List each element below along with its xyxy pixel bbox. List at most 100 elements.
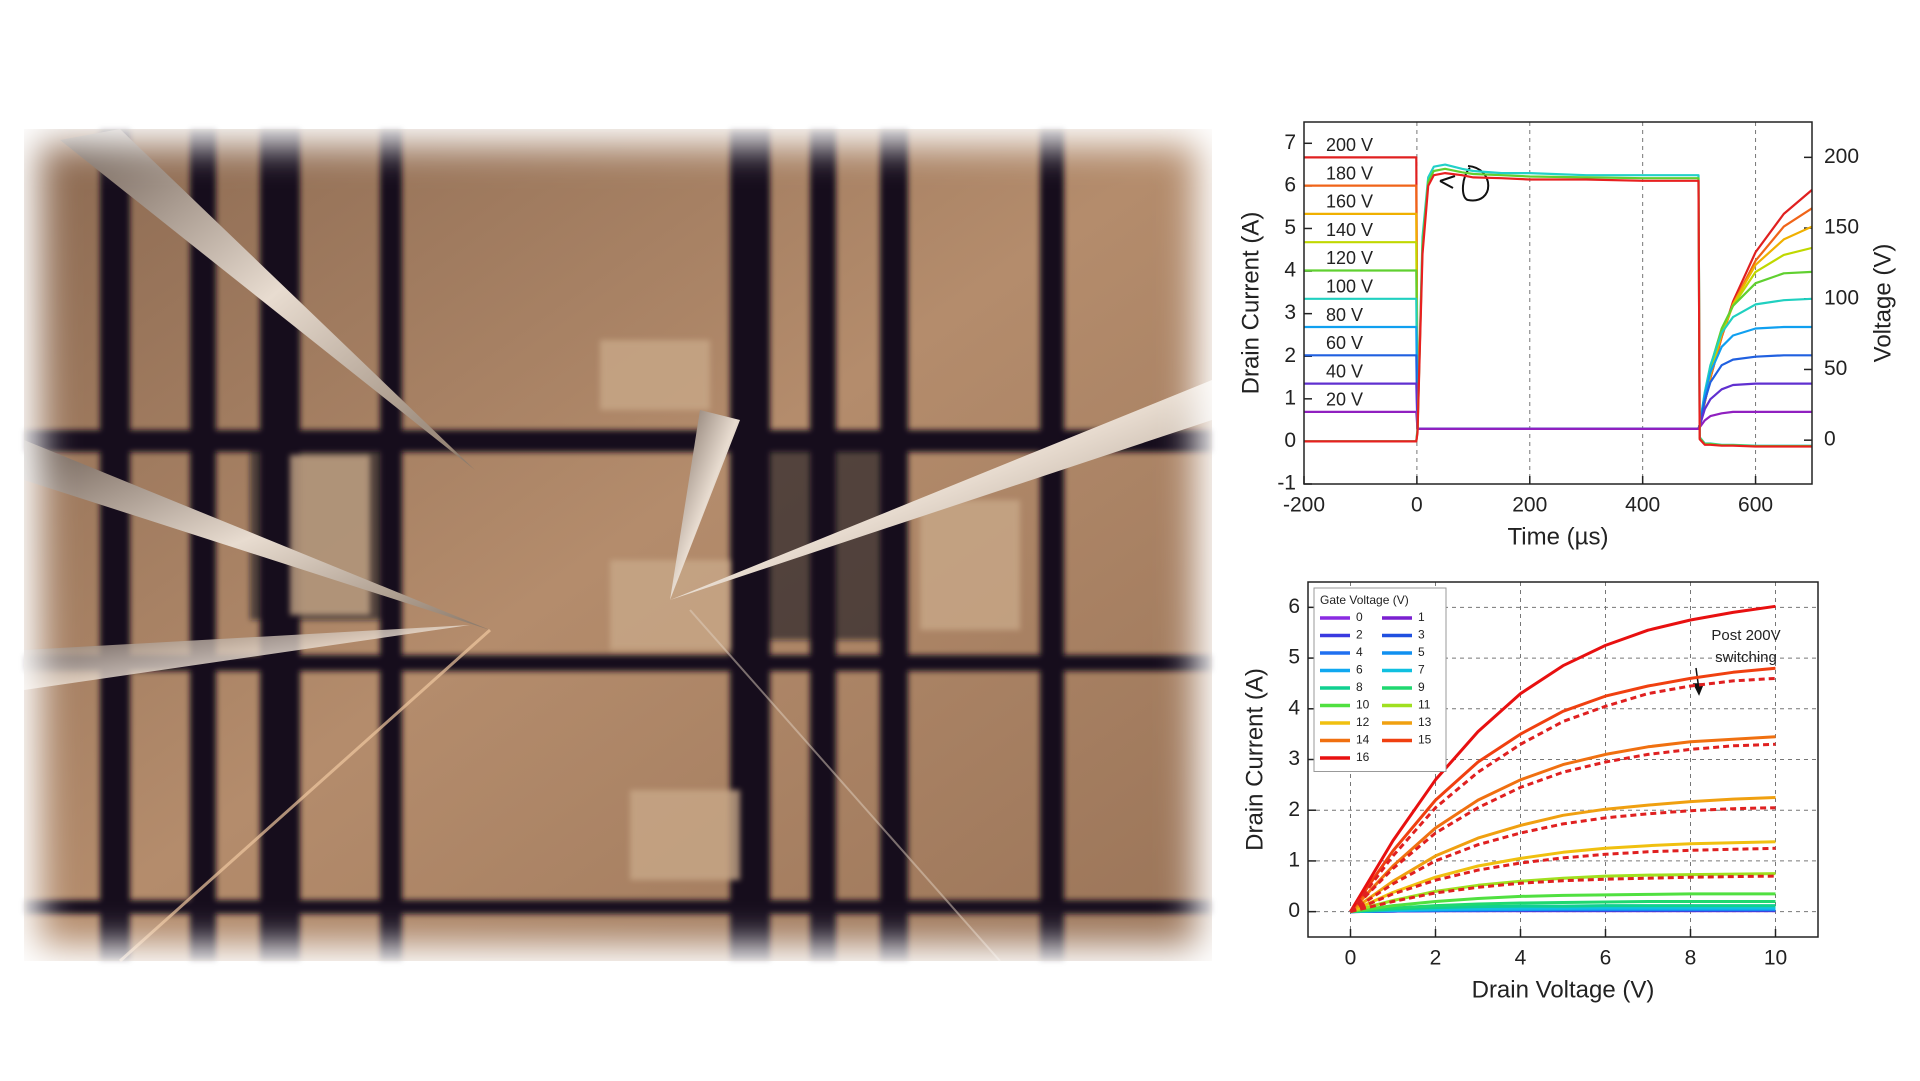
y-tick-label: 2 — [1284, 344, 1296, 367]
dashed-line — [1349, 806, 1776, 913]
y-tick-label: 3 — [1288, 747, 1300, 770]
legend-label: 1 — [1418, 610, 1425, 624]
legend-label: 10 — [1356, 698, 1370, 712]
y-tick-label: -1 — [1277, 472, 1296, 495]
series-label: 60 V — [1326, 333, 1363, 353]
y2-axis-title: Voltage (V) — [1869, 244, 1896, 363]
chart: -200 0 200 400 600 -1 0 1 2 3 4 5 6 7 0 50 100 150 200 Time… — [1237, 121, 1896, 550]
x-tick-label: 4 — [1515, 947, 1527, 970]
y-tick-label: 4 — [1288, 696, 1300, 719]
x-tick-label: 200 — [1512, 494, 1547, 517]
series-line — [1304, 382, 1812, 430]
series-line — [1304, 172, 1812, 448]
plot-frame — [1303, 121, 1813, 485]
plot-frame — [1307, 581, 1819, 938]
legend-label: 6 — [1356, 663, 1363, 677]
series-line — [1304, 167, 1812, 448]
legend-label: 14 — [1356, 733, 1370, 747]
legend-label: 15 — [1418, 733, 1432, 747]
legend-title: Gate Voltage (V) — [1320, 593, 1409, 607]
series-line — [1349, 796, 1776, 913]
x-tick-label: 0 — [1345, 947, 1357, 970]
dashed-line — [1349, 846, 1776, 913]
y-tick-label: 1 — [1288, 848, 1300, 871]
y-tick-label: 5 — [1284, 216, 1296, 239]
series-line — [1349, 735, 1776, 913]
y-tick-label: 2 — [1288, 798, 1300, 821]
series-line — [1349, 840, 1776, 913]
series-line — [1304, 410, 1812, 430]
x-axis-title: Drain Voltage (V) — [1472, 976, 1655, 1003]
annotation: switching — [1715, 649, 1777, 666]
series-label: 20 V — [1326, 390, 1363, 410]
dashed-line — [1349, 676, 1776, 913]
legend-label: 8 — [1356, 680, 1363, 694]
y2-tick-label: 100 — [1824, 286, 1859, 309]
x-tick-label: 8 — [1685, 947, 1697, 970]
series-line — [1350, 904, 1776, 914]
annotation: Post 200V — [1711, 627, 1780, 644]
series-label: 160 V — [1326, 192, 1373, 212]
series-line — [1349, 604, 1776, 913]
series-line — [1304, 212, 1812, 430]
y-tick-label: 0 — [1284, 429, 1296, 452]
series-label: 80 V — [1326, 305, 1363, 325]
legend-label: 13 — [1418, 715, 1432, 729]
x-tick-label: 0 — [1411, 494, 1423, 517]
x-tick-label: -200 — [1283, 494, 1325, 517]
dashed-line — [1349, 742, 1776, 913]
series-label: 40 V — [1326, 361, 1363, 381]
series-label: 200 V — [1326, 135, 1373, 155]
y-tick-label: 6 — [1284, 173, 1296, 196]
legend-label: 4 — [1356, 645, 1363, 659]
x-tick-label: 600 — [1738, 494, 1773, 517]
y-axis-title: Drain Current (A) — [1237, 212, 1264, 395]
plot-area — [1304, 156, 1812, 448]
x-tick-label: 2 — [1430, 947, 1442, 970]
series-line — [1304, 354, 1812, 430]
legend-label: 3 — [1418, 628, 1425, 642]
series-line — [1304, 297, 1812, 430]
legend-label: 2 — [1356, 628, 1363, 642]
y2-tick-label: 150 — [1824, 216, 1859, 239]
x-axis-title: Time (µs) — [1508, 523, 1609, 550]
series-line — [1350, 900, 1776, 914]
series-line — [1304, 325, 1812, 430]
series-label: 180 V — [1326, 163, 1373, 183]
y-tick-label: 1 — [1284, 386, 1296, 409]
series-label: 140 V — [1326, 220, 1373, 240]
y-tick-label: 6 — [1288, 595, 1300, 618]
legend-label: 0 — [1356, 610, 1363, 624]
series-line — [1349, 666, 1776, 913]
legend-label: 7 — [1418, 663, 1425, 677]
series-label: 100 V — [1326, 277, 1373, 297]
y2-tick-label: 200 — [1824, 145, 1859, 168]
photo — [24, 129, 1212, 963]
x-tick-label: 6 — [1600, 947, 1612, 970]
x-tick-label: 10 — [1764, 947, 1787, 970]
annotation-arrow — [1692, 667, 1705, 696]
legend-label: 12 — [1356, 715, 1370, 729]
y-tick-label: 0 — [1288, 899, 1300, 922]
y-tick-label: 7 — [1284, 131, 1296, 154]
y-tick-label: 4 — [1284, 259, 1296, 282]
y-tick-label: 5 — [1288, 646, 1300, 669]
series-line — [1304, 163, 1812, 447]
y-tick-label: 3 — [1284, 301, 1296, 324]
series-label: 120 V — [1326, 248, 1373, 268]
series-line — [1304, 184, 1812, 430]
legend-label: 11 — [1418, 698, 1431, 712]
x-tick-label: 400 — [1625, 494, 1660, 517]
plot-area — [1349, 604, 1776, 914]
series-line — [1350, 892, 1776, 914]
legend-label: 9 — [1418, 680, 1425, 694]
series-line — [1304, 156, 1812, 430]
legend-label: 5 — [1418, 645, 1425, 659]
dashed-line — [1350, 874, 1776, 914]
y2-tick-label: 50 — [1824, 357, 1847, 380]
legend-label: 16 — [1356, 750, 1370, 764]
